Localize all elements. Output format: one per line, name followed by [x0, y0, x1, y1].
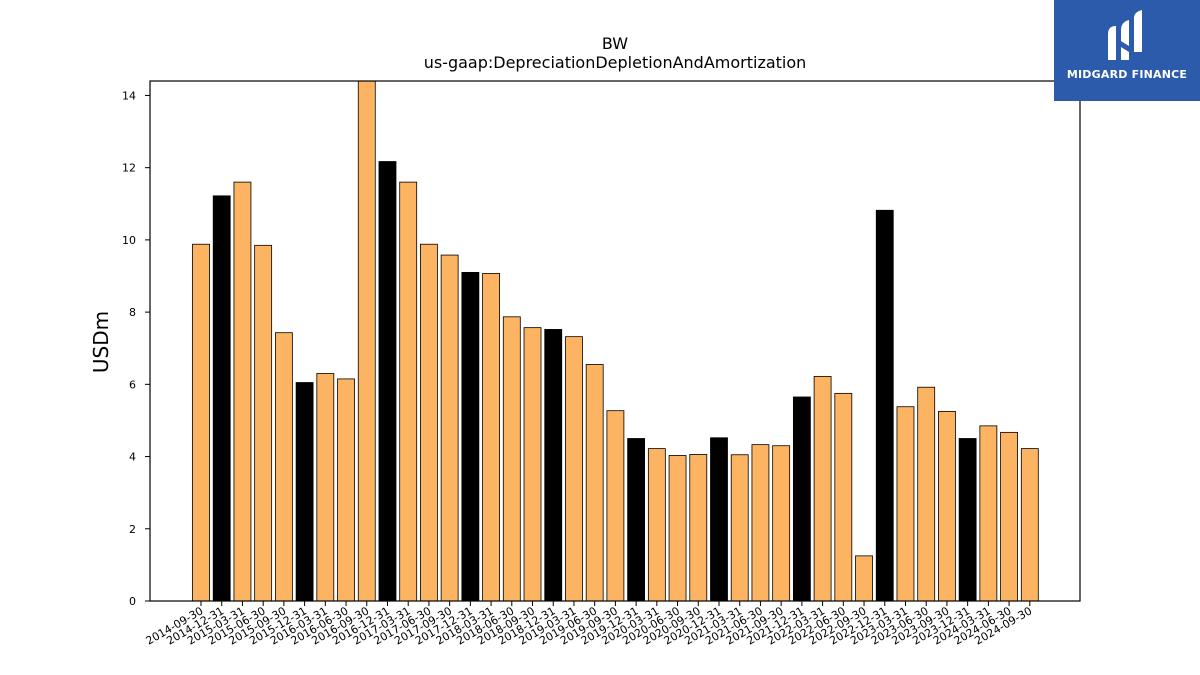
chart-subtitle: us-gaap:DepreciationDepletionAndAmortiza…: [424, 53, 807, 72]
bar-2024-03-31: [979, 425, 998, 602]
bar-2014-12-31: [212, 195, 231, 602]
logo-text: MIDGARD FINANCE: [1066, 68, 1188, 81]
y-tick-label: 12: [122, 162, 136, 175]
bar-2015-12-31: [295, 382, 314, 602]
y-axis-ticks: 0 2 4 6 8 10 12 14: [122, 89, 150, 608]
bar-2018-09-30: [523, 327, 542, 602]
bar-2019-03-31: [565, 336, 583, 602]
bar-2015-06-30: [254, 244, 273, 602]
bar-2017-12-31: [461, 271, 480, 602]
chart-title: BW: [602, 34, 628, 53]
bar-2016-03-31: [316, 373, 335, 602]
bar-2017-03-31: [399, 181, 418, 602]
bar-2024-06-30: [1000, 431, 1018, 602]
bar-2022-03-31: [813, 375, 832, 602]
bar-2017-09-30: [440, 254, 459, 602]
bar-2018-12-31: [544, 329, 563, 602]
bar-2018-03-31: [482, 273, 500, 602]
bar-2021-03-31: [730, 454, 749, 602]
bar-2022-06-30: [834, 392, 853, 602]
bar-2020-12-31: [710, 437, 728, 602]
y-tick-label: 8: [129, 306, 136, 319]
bar-2024-09-30: [1020, 448, 1039, 602]
y-tick-label: 6: [129, 378, 136, 391]
bar-2020-09-30: [689, 453, 708, 602]
y-axis-label: USDm: [89, 311, 113, 373]
bar-2023-03-31: [896, 406, 915, 602]
bar-2015-03-31: [233, 181, 252, 602]
bar-2022-12-31: [875, 209, 894, 602]
bar-2021-09-30: [772, 445, 791, 602]
bar-2022-09-30: [855, 555, 873, 602]
bar-2016-12-31: [378, 161, 397, 602]
y-tick-label: 4: [129, 451, 136, 464]
bar-2015-09-30: [274, 332, 293, 602]
bar-2023-06-30: [917, 386, 936, 602]
bar-2020-06-30: [668, 455, 687, 602]
y-tick-label: 10: [122, 234, 136, 247]
y-tick-label: 14: [122, 89, 136, 102]
bar-2023-12-31: [958, 438, 977, 602]
x-axis-ticks: 2014-09-302014-12-312015-03-312015-06-30…: [144, 601, 1034, 648]
bar-2016-06-30: [337, 378, 355, 602]
bar-2019-06-30: [585, 364, 604, 602]
brand-logo: MIDGARD FINANCE: [1054, 0, 1200, 101]
bar-2023-09-30: [938, 411, 956, 602]
midgard-logo-icon: [1108, 10, 1142, 60]
y-tick-label: 2: [129, 523, 136, 536]
bar-2021-06-30: [751, 444, 770, 602]
plot-frame: [149, 80, 1081, 602]
bar-2017-06-30: [420, 243, 438, 602]
bars-group: [192, 80, 1039, 602]
bar-2016-09-30: [357, 80, 376, 602]
bar-2019-12-31: [627, 438, 646, 602]
y-tick-label: 0: [129, 595, 136, 608]
bar-2014-09-30: [192, 243, 210, 602]
bar-2018-06-30: [502, 316, 521, 602]
bar-2020-03-31: [647, 448, 666, 602]
bar-2021-12-31: [792, 396, 811, 602]
bar-2019-09-30: [606, 410, 625, 602]
